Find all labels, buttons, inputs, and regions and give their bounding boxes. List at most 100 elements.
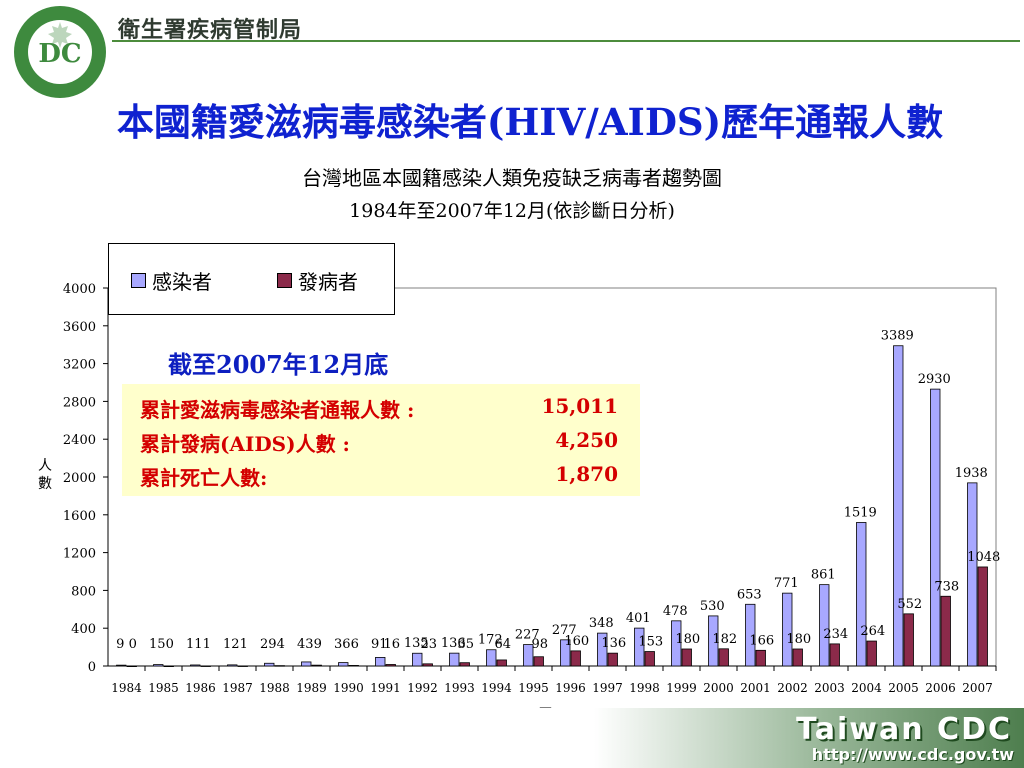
y-tick-label: 800 [71, 584, 96, 599]
bar-infected [375, 657, 386, 667]
summary-label: 累計死亡人數: [140, 466, 268, 490]
bar-infected [893, 345, 904, 667]
x-tick-label: 2007 [962, 681, 993, 695]
summary-label: 累計愛滋病毒感染者通報人數 : [140, 398, 415, 422]
bar-aids [311, 664, 322, 667]
x-tick-label: 2003 [814, 681, 845, 695]
bar-infected [597, 632, 608, 667]
bar-aids [274, 665, 285, 667]
data-label-aids: 1 [203, 637, 211, 652]
y-tick-label: 2400 [63, 433, 96, 448]
data-label-infected: 1519 [844, 505, 877, 520]
x-tick-label: 1984 [111, 681, 142, 695]
data-label-infected: 771 [774, 576, 799, 591]
bar-infected [967, 482, 978, 667]
data-label-infected: 401 [626, 611, 651, 626]
chart-date-range: 1984年至2007年12月(依診斷日分析) [349, 200, 675, 222]
footer-url: http://www.cdc.gov.tw [811, 745, 1014, 764]
data-label-infected: 36 [334, 637, 351, 652]
data-label-aids: 552 [897, 597, 922, 612]
footer-brand: Taiwan CDC [796, 712, 1012, 747]
cutoff-label: 截至2007年12月底 [168, 350, 389, 379]
summary-value: 1,870 [555, 462, 618, 486]
legend-label-aids: 發病者 [298, 270, 358, 294]
data-label-aids: 23 [420, 637, 437, 652]
data-label-aids: 180 [675, 632, 700, 647]
bar-infected [227, 664, 238, 667]
y-tick-label: 400 [71, 622, 96, 637]
bar-aids [866, 640, 877, 667]
legend-swatch-infected [131, 273, 146, 288]
bar-infected [412, 652, 423, 667]
bar-aids [126, 665, 137, 668]
data-label-aids: 1 [240, 637, 248, 652]
bar-aids [977, 566, 988, 667]
x-tick-label: 2001 [740, 681, 771, 695]
x-tick-label: 2005 [888, 681, 919, 695]
x-tick-label: 1992 [407, 681, 438, 695]
bar-aids [422, 663, 433, 667]
x-tick-label: 1998 [629, 681, 660, 695]
bar-aids [237, 665, 248, 667]
bar-infected [116, 664, 127, 667]
data-label-aids: 35 [457, 637, 474, 652]
bar-infected [153, 664, 164, 667]
data-label-aids: 153 [638, 635, 663, 650]
x-tick-label: 1995 [518, 681, 549, 695]
bar-infected [301, 661, 312, 667]
bar-infected [264, 662, 275, 667]
data-label-infected: 3389 [881, 329, 914, 344]
data-label-infected: 135 [404, 636, 429, 651]
bar-aids [348, 665, 359, 667]
x-tick-label: 1990 [333, 681, 364, 695]
bar-aids [533, 656, 544, 667]
x-tick-label: 1986 [185, 681, 216, 695]
bar-aids [755, 649, 766, 667]
bar-infected [190, 664, 201, 667]
data-label-infected: 478 [663, 604, 688, 619]
bar-aids [903, 613, 914, 667]
chart-subtitle: 台灣地區本國籍感染人類免疫缺乏病毒者趨勢圖 [302, 166, 722, 190]
summary-box: 累計愛滋病毒感染者通報人數 : 15,011 累計發病(AIDS)人數 : 4,… [122, 384, 640, 496]
chart-legend: 感染者 發病者 [108, 243, 395, 315]
data-label-aids: 234 [823, 627, 848, 642]
data-label-aids: 182 [712, 632, 737, 647]
logo-letters: DC [38, 39, 81, 69]
cdc-logo: DC [12, 4, 108, 100]
bar-aids [607, 652, 618, 667]
data-label-infected: 348 [589, 616, 614, 631]
bar-infected [819, 584, 830, 667]
y-tick-label: 4000 [63, 282, 96, 297]
bar-infected [338, 662, 349, 667]
data-label-aids: 264 [860, 624, 885, 639]
data-label-infected: 1938 [955, 466, 988, 481]
bar-infected [708, 615, 719, 667]
legend-swatch-aids [277, 273, 292, 288]
data-label-aids: 136 [601, 636, 626, 651]
bar-infected [782, 592, 793, 667]
y-tick-label: 2000 [63, 471, 96, 486]
bar-infected [486, 649, 497, 667]
y-tick-label: 1200 [63, 547, 96, 562]
data-label-aids: 9 [314, 637, 322, 652]
x-tick-label: 1994 [481, 681, 512, 695]
x-tick-label: 2006 [925, 681, 956, 695]
bar-aids [718, 648, 729, 667]
bar-aids [200, 665, 211, 667]
bar-aids [829, 643, 840, 667]
footer-band [0, 708, 1024, 768]
data-label-aids: 98 [531, 637, 548, 652]
data-label-aids: 180 [786, 632, 811, 647]
legend-item-infected: 感染者 [131, 266, 212, 295]
bar-aids [163, 665, 174, 668]
data-label-infected: 29 [260, 637, 277, 652]
y-axis-label: 人 [38, 458, 52, 474]
data-label-aids: 6 [351, 637, 359, 652]
bar-aids [459, 662, 470, 667]
data-label-infected: 172 [478, 633, 503, 648]
data-label-infected: 861 [811, 568, 836, 583]
bar-aids [940, 595, 951, 667]
bar-infected [449, 652, 460, 667]
data-label-infected: 2930 [918, 372, 951, 387]
x-tick-label: 1997 [592, 681, 623, 695]
